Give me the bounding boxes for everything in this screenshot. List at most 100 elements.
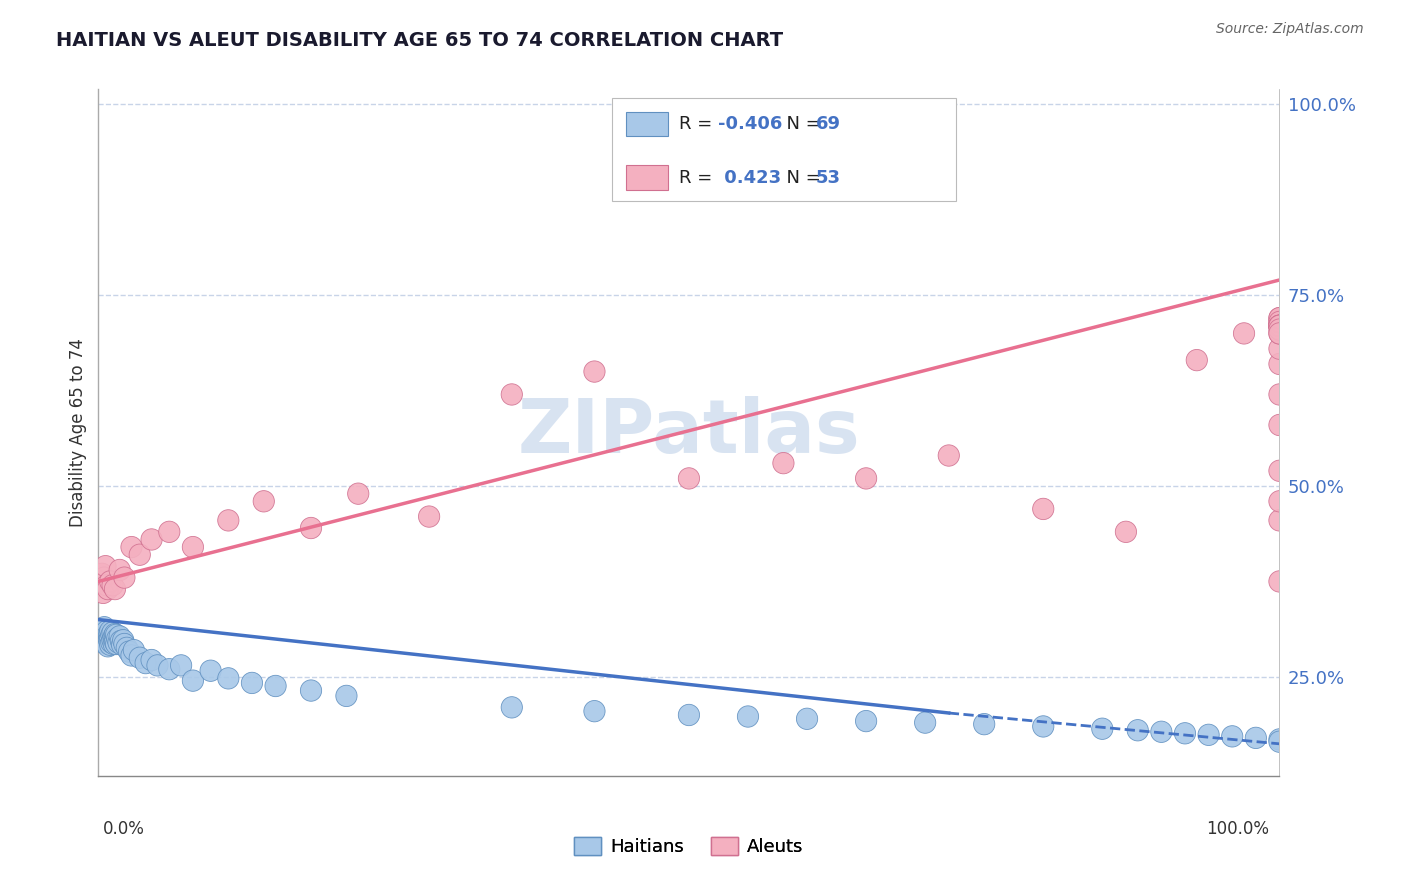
Ellipse shape xyxy=(159,521,180,542)
Ellipse shape xyxy=(938,445,959,467)
Ellipse shape xyxy=(94,628,115,649)
Ellipse shape xyxy=(773,452,794,474)
Ellipse shape xyxy=(973,714,995,735)
Text: N =: N = xyxy=(775,169,827,186)
Ellipse shape xyxy=(242,673,263,694)
Ellipse shape xyxy=(1268,460,1291,482)
Ellipse shape xyxy=(1115,521,1136,542)
Ellipse shape xyxy=(104,631,125,652)
Ellipse shape xyxy=(94,624,117,646)
Ellipse shape xyxy=(1268,731,1291,752)
Ellipse shape xyxy=(253,491,274,512)
Ellipse shape xyxy=(93,632,114,653)
Ellipse shape xyxy=(1032,499,1054,520)
Ellipse shape xyxy=(1268,338,1291,359)
Ellipse shape xyxy=(114,567,135,589)
Ellipse shape xyxy=(93,582,114,604)
Ellipse shape xyxy=(1268,315,1291,336)
Ellipse shape xyxy=(183,670,204,691)
Ellipse shape xyxy=(108,632,129,653)
Ellipse shape xyxy=(347,483,368,504)
Ellipse shape xyxy=(1268,315,1291,336)
Ellipse shape xyxy=(112,630,134,651)
Ellipse shape xyxy=(97,578,118,599)
Ellipse shape xyxy=(1187,350,1208,371)
Ellipse shape xyxy=(737,706,759,727)
Ellipse shape xyxy=(103,625,124,647)
Ellipse shape xyxy=(1091,718,1114,739)
Ellipse shape xyxy=(90,571,111,592)
Ellipse shape xyxy=(110,625,131,647)
Text: 53: 53 xyxy=(815,169,841,186)
Ellipse shape xyxy=(111,634,132,656)
Ellipse shape xyxy=(100,571,121,592)
Text: Source: ZipAtlas.com: Source: ZipAtlas.com xyxy=(1216,22,1364,37)
Ellipse shape xyxy=(97,632,118,653)
Ellipse shape xyxy=(183,536,204,558)
Text: 0.0%: 0.0% xyxy=(103,820,145,838)
Ellipse shape xyxy=(1268,323,1291,344)
Ellipse shape xyxy=(1128,720,1149,741)
Ellipse shape xyxy=(97,636,118,657)
Ellipse shape xyxy=(1268,311,1291,333)
Ellipse shape xyxy=(100,628,121,649)
Ellipse shape xyxy=(114,633,135,655)
Ellipse shape xyxy=(94,567,115,589)
Ellipse shape xyxy=(1198,724,1219,746)
Ellipse shape xyxy=(97,624,118,646)
Text: HAITIAN VS ALEUT DISABILITY AGE 65 TO 74 CORRELATION CHART: HAITIAN VS ALEUT DISABILITY AGE 65 TO 74… xyxy=(56,31,783,50)
Ellipse shape xyxy=(103,630,124,651)
Ellipse shape xyxy=(146,655,169,676)
Ellipse shape xyxy=(121,645,142,666)
Ellipse shape xyxy=(1268,571,1291,592)
Ellipse shape xyxy=(1222,726,1243,747)
Ellipse shape xyxy=(1268,353,1291,375)
Ellipse shape xyxy=(1268,315,1291,336)
Ellipse shape xyxy=(1268,491,1291,512)
Ellipse shape xyxy=(103,622,124,643)
Ellipse shape xyxy=(583,361,605,383)
Ellipse shape xyxy=(94,556,117,577)
Ellipse shape xyxy=(96,620,117,641)
Ellipse shape xyxy=(94,616,115,638)
Ellipse shape xyxy=(1268,384,1291,405)
Ellipse shape xyxy=(200,660,221,681)
Ellipse shape xyxy=(678,467,700,489)
Ellipse shape xyxy=(583,700,605,722)
Ellipse shape xyxy=(117,637,138,658)
Ellipse shape xyxy=(96,574,117,596)
Ellipse shape xyxy=(105,633,127,655)
Ellipse shape xyxy=(104,624,125,645)
Text: -0.406: -0.406 xyxy=(718,115,783,133)
Ellipse shape xyxy=(1268,509,1291,531)
Ellipse shape xyxy=(91,620,112,641)
Ellipse shape xyxy=(98,624,120,646)
Ellipse shape xyxy=(91,563,112,584)
Ellipse shape xyxy=(118,641,139,663)
Ellipse shape xyxy=(110,631,132,652)
Ellipse shape xyxy=(1268,311,1291,333)
Ellipse shape xyxy=(90,624,111,646)
Ellipse shape xyxy=(121,536,142,558)
Text: N =: N = xyxy=(775,115,827,133)
Ellipse shape xyxy=(914,712,936,733)
Ellipse shape xyxy=(1268,315,1291,336)
Ellipse shape xyxy=(419,506,440,527)
Ellipse shape xyxy=(141,529,162,550)
Ellipse shape xyxy=(1268,414,1291,435)
Ellipse shape xyxy=(1032,715,1054,737)
Ellipse shape xyxy=(98,630,120,651)
Ellipse shape xyxy=(1233,323,1254,344)
Ellipse shape xyxy=(1174,723,1195,744)
Ellipse shape xyxy=(1268,308,1291,329)
Ellipse shape xyxy=(103,633,124,655)
Ellipse shape xyxy=(1150,721,1173,742)
Ellipse shape xyxy=(100,634,121,656)
Ellipse shape xyxy=(218,668,239,689)
Ellipse shape xyxy=(336,685,357,706)
Ellipse shape xyxy=(218,509,239,531)
Ellipse shape xyxy=(1268,729,1291,750)
Ellipse shape xyxy=(129,647,150,668)
Ellipse shape xyxy=(101,624,122,646)
Text: 0.423: 0.423 xyxy=(718,169,782,186)
